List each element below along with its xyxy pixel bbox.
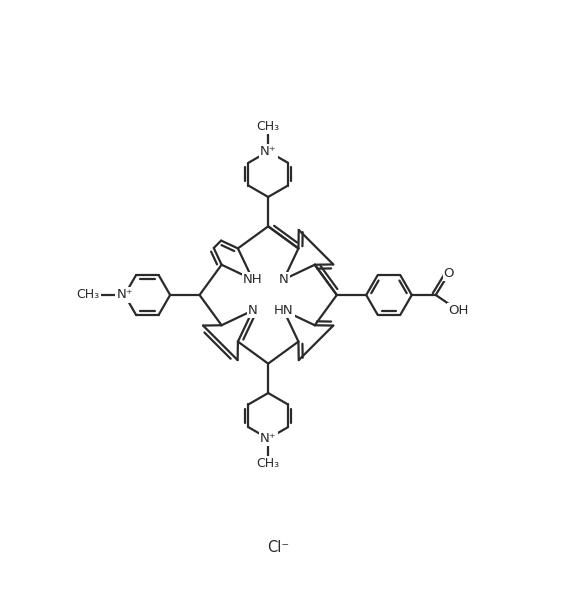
Text: OH: OH bbox=[448, 304, 468, 317]
Text: N⁺: N⁺ bbox=[260, 432, 276, 445]
Text: HN: HN bbox=[274, 304, 293, 317]
Text: CH₃: CH₃ bbox=[257, 120, 280, 133]
Text: N⁺: N⁺ bbox=[116, 289, 133, 302]
Text: N⁺: N⁺ bbox=[260, 145, 276, 158]
Text: N: N bbox=[279, 273, 288, 286]
Text: O: O bbox=[444, 267, 454, 280]
Text: Cl⁻: Cl⁻ bbox=[267, 540, 289, 555]
Text: CH₃: CH₃ bbox=[257, 457, 280, 470]
Text: NH: NH bbox=[243, 273, 263, 286]
Text: N: N bbox=[248, 304, 257, 317]
Text: CH₃: CH₃ bbox=[77, 289, 100, 302]
